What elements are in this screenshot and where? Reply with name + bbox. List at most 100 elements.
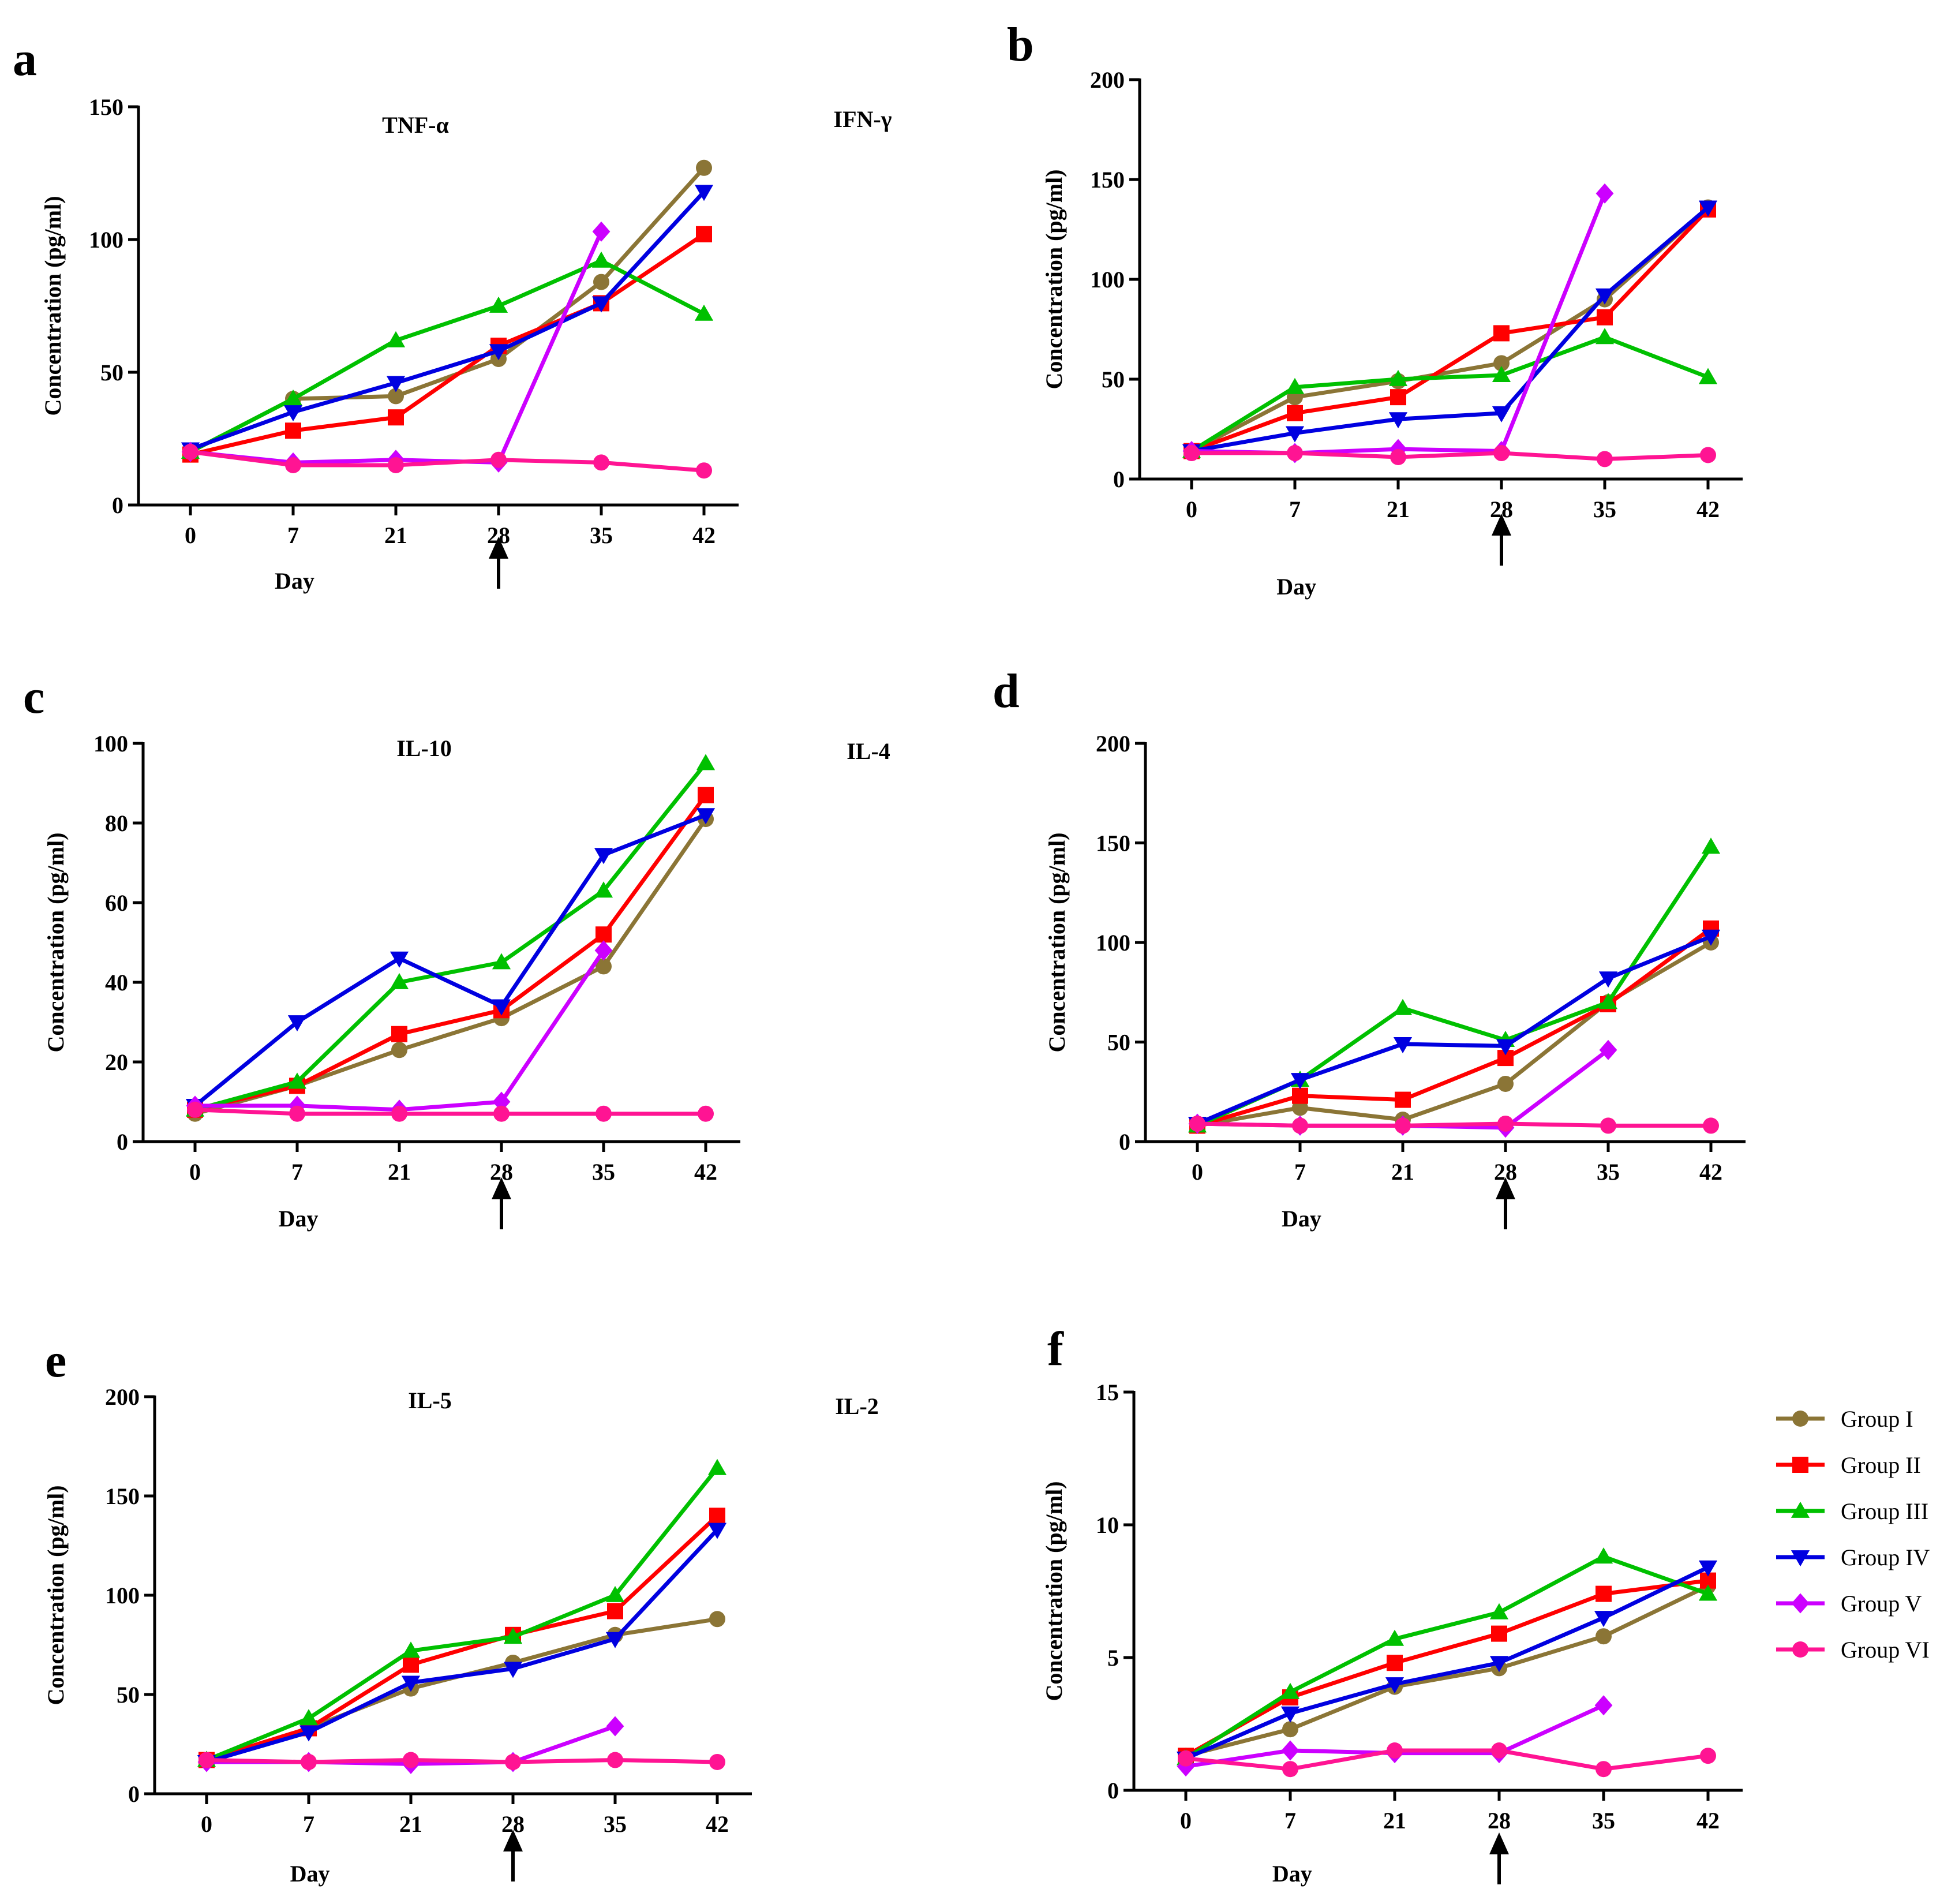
x-tick-label: 7 [287, 522, 299, 548]
series-line [189, 190, 706, 451]
data-point [1189, 1115, 1205, 1132]
y-tick-label: 0 [112, 492, 123, 518]
x-tick-label: 35 [590, 522, 613, 548]
data-point [386, 331, 406, 347]
data-point [492, 953, 511, 970]
y-tick-label: 50 [117, 1682, 140, 1708]
y-tick-label: 150 [1096, 831, 1130, 856]
y-tick-label: 150 [89, 94, 123, 120]
data-point [1594, 1695, 1613, 1716]
data-point [694, 185, 714, 201]
data-point [1290, 1073, 1310, 1090]
series-group-vi [1178, 1742, 1716, 1778]
series-line [194, 762, 707, 1112]
x-axis-label: Day [290, 1861, 330, 1887]
series-group-ii [187, 787, 714, 1118]
data-point [709, 1508, 725, 1524]
data-point [1393, 1037, 1413, 1054]
data-point [1701, 837, 1721, 854]
x-tick-label: 42 [1699, 1159, 1722, 1185]
series-line [1192, 451, 1709, 461]
data-point [593, 454, 609, 471]
data-point [505, 1753, 521, 1770]
data-point [1395, 1117, 1411, 1134]
legend-item-group-vi: Group VI [1776, 1637, 1930, 1663]
data-point [1700, 1748, 1716, 1764]
treatment-arrow-icon [503, 1830, 523, 1881]
data-point [1701, 929, 1721, 946]
x-tick-label: 21 [1387, 496, 1410, 522]
data-point [696, 226, 712, 242]
series-line [1185, 1578, 1709, 1758]
data-point [696, 754, 716, 770]
legend-label: Group IV [1841, 1544, 1930, 1570]
data-point [1594, 1547, 1613, 1564]
y-tick-label: 150 [105, 1483, 140, 1509]
panel-letter: c [23, 670, 44, 724]
data-point [490, 451, 507, 468]
x-tick-label: 21 [1391, 1159, 1414, 1185]
series-line [194, 794, 707, 1112]
data-point [386, 376, 406, 392]
x-axis-label: Day [275, 568, 314, 594]
data-point [1598, 971, 1618, 988]
data-point [388, 409, 404, 426]
legend-item-group-v: Group V [1776, 1591, 1922, 1617]
data-point [1597, 309, 1613, 326]
x-tick-label: 21 [1383, 1808, 1406, 1834]
data-point [1596, 183, 1614, 204]
panel-letter: a [13, 32, 37, 86]
legend-label: Group V [1841, 1591, 1922, 1617]
data-point [503, 1628, 523, 1644]
legend: Group I Group II Group III Group IV Group V G… [1776, 1406, 1930, 1663]
y-tick-label: 200 [1090, 67, 1125, 93]
y-tick-label: 100 [89, 227, 123, 253]
series-group-ii [182, 226, 712, 463]
data-point [489, 296, 508, 313]
panel-letter: d [993, 664, 1020, 718]
data-point [1698, 1560, 1718, 1577]
series-line [193, 813, 707, 1108]
data-point [401, 1641, 421, 1658]
series-group-ii [1184, 201, 1716, 459]
series-group-vi [187, 1101, 714, 1122]
y-tick-label: 150 [1090, 167, 1125, 193]
y-tick-label: 50 [1102, 366, 1125, 392]
x-tick-label: 0 [189, 1159, 201, 1185]
panel-letter: f [1047, 1322, 1064, 1376]
data-point [1600, 1117, 1616, 1134]
data-point [1594, 1611, 1613, 1628]
y-tick-label: 0 [1107, 1778, 1119, 1804]
data-point [1395, 1091, 1411, 1108]
x-tick-label: 0 [1180, 1808, 1192, 1834]
legend-marker [1792, 1641, 1808, 1658]
data-point [694, 304, 714, 321]
data-point [1387, 1742, 1403, 1759]
data-point [1285, 377, 1305, 394]
data-point [607, 1752, 623, 1768]
data-point [287, 1072, 307, 1089]
data-point [1390, 389, 1406, 406]
data-point [1287, 405, 1303, 421]
x-tick-label: 7 [1289, 496, 1301, 522]
series-group-iv [197, 1523, 727, 1772]
series-line [1190, 335, 1709, 453]
series-line [1197, 1121, 1711, 1128]
data-point [698, 1105, 714, 1122]
data-point [1491, 1742, 1507, 1759]
treatment-arrow-icon [489, 537, 508, 589]
treatment-arrow-icon [1489, 1832, 1509, 1884]
series-group-vi [1189, 1115, 1719, 1134]
data-point [285, 457, 301, 473]
data-point [283, 405, 303, 422]
y-tick-label: 40 [105, 970, 128, 996]
data-point [1184, 445, 1200, 462]
chart-title: TNF-α [382, 112, 449, 138]
series-line [194, 1108, 706, 1116]
data-point [709, 1611, 725, 1628]
y-tick-label: 60 [105, 890, 128, 916]
series-group-iii [185, 754, 716, 1117]
chart-title: IL-2 [835, 1393, 879, 1419]
